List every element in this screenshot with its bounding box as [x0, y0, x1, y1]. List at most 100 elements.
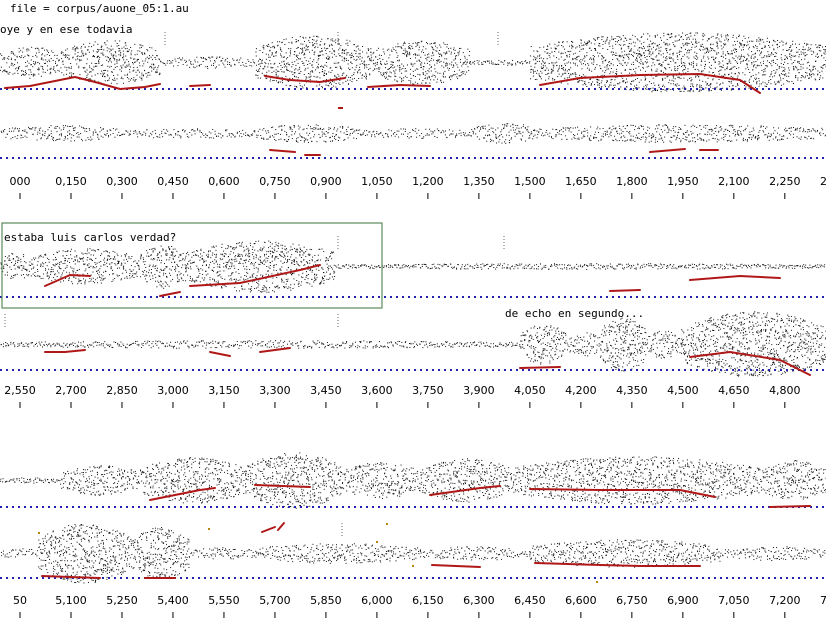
tick-label: 4,650	[718, 384, 750, 397]
tick-label: 0,300	[106, 175, 138, 188]
waveform	[0, 452, 826, 509]
pitch-contour	[367, 84, 431, 88]
tick-label: 5,700	[259, 594, 291, 607]
tick-label: 0,750	[259, 175, 291, 188]
pitch-contour	[44, 349, 86, 353]
tick-label: 5,400	[157, 594, 189, 607]
pitch-contour	[189, 264, 321, 287]
pitch-contour	[259, 347, 291, 353]
tick-label: 1,800	[616, 175, 648, 188]
waveform	[0, 524, 826, 584]
tick-label: 1,050	[361, 175, 393, 188]
tick-label: 3,300	[259, 384, 291, 397]
track-1-1[interactable]: oye y en ese todavia	[0, 23, 826, 94]
tick-label: 50	[13, 594, 27, 607]
tick-label: 1,950	[667, 175, 699, 188]
tick-label: 6,300	[463, 594, 495, 607]
tick-label: 6,900	[667, 594, 699, 607]
tick-label: 3,750	[412, 384, 444, 397]
pitch-contour	[529, 488, 716, 498]
tick-label: 0,900	[310, 175, 342, 188]
tick-label: 5,250	[106, 594, 138, 607]
tick-label: 3,450	[310, 384, 342, 397]
tick-label: 6,450	[514, 594, 546, 607]
panels: oye y en ese todavia 000 0,150 0,300 0,450 0,…	[0, 23, 826, 618]
waveform	[0, 240, 826, 293]
pitch-contour	[769, 505, 811, 508]
track-1-2[interactable]	[0, 123, 826, 159]
tick-label: 3,000	[157, 384, 189, 397]
tick-label: 2,850	[106, 384, 138, 397]
tick-label: 2,550	[4, 384, 36, 397]
tick-label: 5,100	[55, 594, 87, 607]
panel-2: estaba luis carlos verdad? de echo en seg…	[0, 231, 826, 408]
tick-label: 3,150	[208, 384, 240, 397]
track-2-1[interactable]: estaba luis carlos verdad?	[0, 231, 826, 298]
tick-label: 4,200	[565, 384, 597, 397]
track-2-2[interactable]: de echo en segundo...	[0, 307, 826, 377]
tick-label: 2,700	[55, 384, 87, 397]
tick-label: 5,850	[310, 594, 342, 607]
tick-label: 2,100	[718, 175, 750, 188]
waveform	[0, 311, 826, 377]
tick-label: 0,600	[208, 175, 240, 188]
pitch-contour	[41, 575, 101, 579]
tick-label: 7,200	[769, 594, 801, 607]
pitch-contour	[689, 275, 781, 281]
panel-3: 50 5,100 5,250 5,400 5,550 5,700 5,850 6,000 6,1…	[0, 452, 826, 618]
tick-label: 4,050	[514, 384, 546, 397]
pitch-contour	[261, 526, 276, 533]
tick-label: 4,800	[769, 384, 801, 397]
tick-label: 0,150	[55, 175, 87, 188]
pitch-contour	[689, 351, 811, 376]
time-axis: 50 5,100 5,250 5,400 5,550 5,700 5,850 6,000 6,1…	[13, 594, 826, 618]
track-3-2[interactable]	[0, 522, 826, 584]
tick-label: 6,600	[565, 594, 597, 607]
tick-label: 1,650	[565, 175, 597, 188]
tick-label: 3,600	[361, 384, 393, 397]
tick-label: 7,050	[718, 594, 750, 607]
pitch-contour	[209, 351, 231, 357]
pitch-contour	[44, 274, 91, 287]
pitch-contour	[149, 487, 216, 501]
panel-1: oye y en ese todavia 000 0,150 0,300 0,450 0,…	[0, 23, 826, 199]
tick-label: 5,550	[208, 594, 240, 607]
pitch-contour	[4, 76, 161, 90]
pitch-contour	[649, 148, 686, 153]
waveform	[0, 32, 826, 93]
pitch-contour	[609, 289, 641, 292]
pitch-contour	[264, 75, 346, 83]
utterance-label: de echo en segundo...	[505, 307, 644, 320]
pitch-contour	[254, 484, 311, 488]
tick-label: 0,450	[157, 175, 189, 188]
tick-label: 6,000	[361, 594, 393, 607]
tick-label: 1,500	[514, 175, 546, 188]
tick-label: 3,900	[463, 384, 495, 397]
tick-label: 4,500	[667, 384, 699, 397]
pitch-contour	[429, 485, 501, 496]
pitch-contour	[534, 562, 701, 567]
pitch-contour	[189, 84, 211, 87]
tick-label: 6,750	[616, 594, 648, 607]
tick-label: 000	[10, 175, 31, 188]
time-axis: 000 0,150 0,300 0,450 0,600 0,750 0,900 1,050 1,…	[10, 175, 826, 199]
pitch-contour	[269, 149, 296, 153]
tick-label: 4,350	[616, 384, 648, 397]
tick-label: 2,250	[769, 175, 801, 188]
waveform	[0, 123, 826, 144]
selection-box[interactable]	[1, 222, 383, 309]
utterance-label: oye y en ese todavia	[0, 23, 132, 36]
tick-label: 6,150	[412, 594, 444, 607]
utterance-label: estaba luis carlos verdad?	[4, 231, 176, 244]
pitch-fragment	[338, 107, 343, 109]
time-axis: 2,550 2,700 2,850 3,000 3,150 3,300 3,450 3,600…	[4, 384, 801, 408]
pitch-contour	[539, 73, 761, 94]
pitch-contour	[519, 366, 561, 369]
tick-label: 1,200	[412, 175, 444, 188]
track-3-1[interactable]	[0, 452, 826, 509]
file-label: file = corpus/auone_05:1.au	[10, 2, 189, 15]
pitch-contour	[431, 564, 481, 568]
tick-label: 2,400	[820, 175, 826, 188]
tick-label: 1,350	[463, 175, 495, 188]
